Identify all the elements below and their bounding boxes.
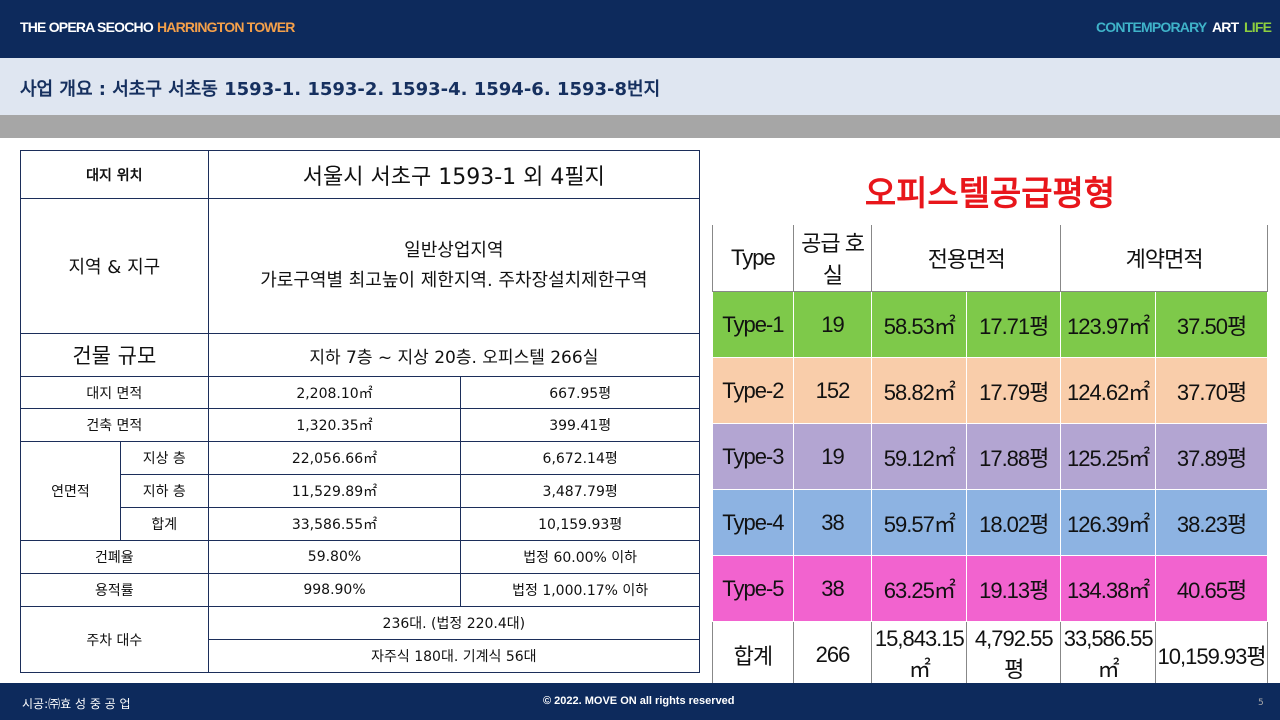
cell: 126.39㎡ xyxy=(1060,489,1157,556)
cell: 대지 면적 xyxy=(20,376,209,409)
cell: 998.90% xyxy=(207,573,462,607)
cell: 서울시 서초구 1593-1 외 4필지 xyxy=(207,150,701,199)
footer: 시공:㈜효 성 중 공 업 © 2022. MOVE ON all rights… xyxy=(0,683,1280,720)
cell: 19 xyxy=(792,291,873,358)
info-table: 대지 위치 서울시 서초구 1593-1 외 4필지 지역 & 지구 일반상업지역 가… xyxy=(20,150,701,673)
cell: 38 xyxy=(792,555,873,622)
supply-body: 오피스텔공급평형 Type 공급 호실 전용면적 계약면적 Type-1 19 58.53… xyxy=(712,157,1268,688)
supply-row: 합계 266 15,843.15㎡ 4,792.55평 33,586.55㎡ 10,159… xyxy=(712,621,1268,688)
cell: 19 xyxy=(792,423,873,490)
cell: 38 xyxy=(792,489,873,556)
cell: Type-3 xyxy=(712,423,794,490)
top-bar: THE OPERA SEOCHO HARRINGTON TOWER CONTEM… xyxy=(0,0,1280,58)
cell: 건축 면적 xyxy=(20,408,209,442)
cell: 지하 7층 ~ 지상 20층. 오피스텔 266실 xyxy=(207,333,701,377)
tagline: CONTEMPORARY xyxy=(1096,19,1207,35)
page-title: 사업 개요 : 서초구 서초동 1593-1. 1593-2. 1593-4. … xyxy=(20,79,661,100)
cell: 38.23평 xyxy=(1155,489,1268,556)
cell: 주차 대수 xyxy=(20,606,209,673)
cell: 지상 층 xyxy=(119,441,209,475)
brand-sub: HARRINGTON TOWER xyxy=(157,19,295,35)
cell: 123.97㎡ xyxy=(1060,291,1157,358)
cell: 10,159.93평 xyxy=(1155,621,1268,688)
cell: 법정 1,000.17% 이하 xyxy=(460,573,700,607)
supply-row: Type-4 38 59.57㎡ 18.02평 126.39㎡ 38.23평 xyxy=(712,489,1268,556)
cell: 58.53㎡ xyxy=(871,291,968,358)
header-cell: 공급 호실 xyxy=(792,223,873,292)
cell: 33,586.55㎡ xyxy=(207,507,462,541)
copyright: © 2022. MOVE ON all rights reserved xyxy=(543,695,735,707)
cell: 63.25㎡ xyxy=(871,555,968,622)
cell: 37.70평 xyxy=(1155,357,1268,424)
text: 가로구역별 최고높이 제한지역. 주차장설치제한구역 xyxy=(260,270,648,291)
cell: 134.38㎡ xyxy=(1060,555,1157,622)
cell: 지하 층 xyxy=(119,474,209,508)
cell: 399.41평 xyxy=(460,408,700,442)
cell: 17.71평 xyxy=(966,291,1062,358)
title-band: 사업 개요 : 서초구 서초동 1593-1. 1593-2. 1593-4. … xyxy=(0,58,1280,115)
cell: 2,208.10㎡ xyxy=(207,376,462,409)
cell: 59.12㎡ xyxy=(871,423,968,490)
brand: THE OPERA SEOCHO xyxy=(20,19,154,35)
page-number: 5 xyxy=(1258,698,1264,708)
cell: 124.62㎡ xyxy=(1060,357,1157,424)
text: 일반상업지역 xyxy=(404,240,504,261)
supply-row: Type-3 19 59.12㎡ 17.88평 125.25㎡ 37.89평 xyxy=(712,423,1268,490)
cell: 1,320.35㎡ xyxy=(207,408,462,442)
builder: 시공:㈜효 성 중 공 업 xyxy=(22,697,131,711)
cell: 15,843.15㎡ xyxy=(871,621,968,688)
supply-row: Type-5 38 63.25㎡ 19.13평 134.38㎡ 40.65평 xyxy=(712,555,1268,622)
header-cell: Type xyxy=(712,223,794,292)
cell: 연면적 xyxy=(20,441,121,541)
cell: 용적률 xyxy=(20,573,209,607)
cell: 125.25㎡ xyxy=(1060,423,1157,490)
cell: 17.79평 xyxy=(966,357,1062,424)
cell: 합계 xyxy=(119,507,209,541)
cell: 건물 규모 xyxy=(20,333,209,377)
cell: 37.50평 xyxy=(1155,291,1268,358)
cell: 11,529.89㎡ xyxy=(207,474,462,508)
cell: 59.80% xyxy=(207,540,462,574)
supply-row: Type-2 152 58.82㎡ 17.79평 124.62㎡ 37.70평 xyxy=(712,357,1268,424)
cell: 3,487.79평 xyxy=(460,474,700,508)
cell: Type-5 xyxy=(712,555,794,622)
cell: 236대. (법정 220.4대) xyxy=(207,606,701,640)
cell: 17.88평 xyxy=(966,423,1062,490)
tagline: LIFE xyxy=(1244,19,1272,35)
cell: 지역 & 지구 xyxy=(20,198,209,334)
divider xyxy=(0,115,1280,138)
cell: 4,792.55평 xyxy=(966,621,1062,688)
cell: 58.82㎡ xyxy=(871,357,968,424)
cell: 자주식 180대. 기계식 56대 xyxy=(207,639,701,673)
cell: 19.13평 xyxy=(966,555,1062,622)
cell: 667.95평 xyxy=(460,376,700,409)
cell: 건폐율 xyxy=(20,540,209,574)
supply-title: 오피스텔공급평형 xyxy=(712,157,1268,225)
supply-table: 오피스텔공급평형 Type 공급 호실 전용면적 계약면적 Type-1 19 58.53… xyxy=(712,157,1268,688)
cell: 합계 xyxy=(712,621,794,688)
header-cell: 전용면적 xyxy=(871,223,1062,292)
cell: 법정 60.00% 이하 xyxy=(460,540,700,574)
cell: Type-2 xyxy=(712,357,794,424)
cell: 37.89평 xyxy=(1155,423,1268,490)
cell: 152 xyxy=(792,357,873,424)
cell: Type-4 xyxy=(712,489,794,556)
cell: 22,056.66㎡ xyxy=(207,441,462,475)
cell: 대지 위치 xyxy=(20,150,209,199)
cell: 59.57㎡ xyxy=(871,489,968,556)
cell: 18.02평 xyxy=(966,489,1062,556)
supply-row: Type-1 19 58.53㎡ 17.71평 123.97㎡ 37.50평 xyxy=(712,291,1268,358)
cell: 266 xyxy=(792,621,873,688)
cell: 10,159.93평 xyxy=(460,507,700,541)
cell: 40.65평 xyxy=(1155,555,1268,622)
cell: Type-1 xyxy=(712,291,794,358)
cell: 33,586.55㎡ xyxy=(1060,621,1157,688)
tagline: ART xyxy=(1212,19,1239,35)
cell: 6,672.14평 xyxy=(460,441,700,475)
header-cell: 계약면적 xyxy=(1060,223,1268,292)
